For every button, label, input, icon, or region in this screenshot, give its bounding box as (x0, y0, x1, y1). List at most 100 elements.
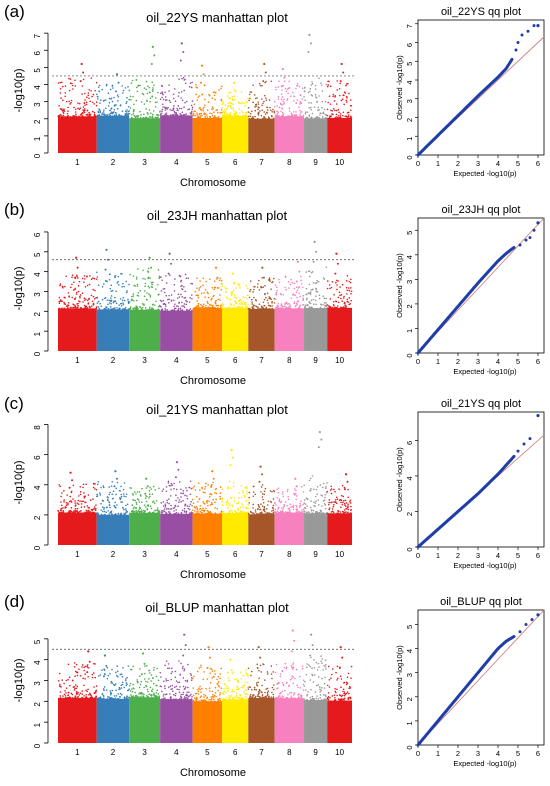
chromosome-band (248, 514, 275, 545)
snp-point (217, 111, 219, 114)
snp-point (129, 95, 132, 98)
snp-point (95, 81, 98, 84)
snp-point (252, 495, 255, 498)
snp-point (288, 80, 291, 83)
snp-point (291, 666, 293, 669)
peak-point (257, 646, 260, 649)
snp-point (231, 291, 234, 293)
peak-point (104, 268, 107, 271)
snp-point (190, 511, 193, 513)
snp-point (281, 104, 283, 106)
snp-point (127, 112, 130, 115)
snp-point (165, 282, 168, 284)
snp-point (231, 690, 234, 693)
snp-point (93, 113, 96, 116)
snp-point (217, 681, 220, 683)
snp-point (164, 506, 167, 508)
y-tick-label: 7 (405, 24, 414, 28)
qq-point (532, 228, 536, 232)
snp-point (261, 306, 264, 309)
snp-point (90, 695, 93, 697)
snp-point (229, 105, 232, 107)
snp-point (161, 511, 164, 513)
snp-point (257, 693, 259, 696)
peak-point (293, 639, 296, 642)
peak-point (342, 71, 345, 74)
snp-point (198, 700, 200, 702)
snp-point (276, 304, 279, 307)
snp-point (196, 294, 199, 297)
snp-point (195, 495, 198, 498)
snp-point (82, 301, 84, 303)
snp-point (289, 304, 291, 307)
snp-point (108, 486, 111, 488)
snp-point (347, 505, 349, 507)
chromosome-5-points (192, 646, 223, 743)
chromosome-band (327, 307, 352, 351)
x-axis-label: Chromosome (180, 569, 246, 581)
snp-point (125, 678, 127, 680)
snp-point (139, 668, 141, 670)
snp-point (142, 511, 145, 514)
snp-point (175, 509, 177, 511)
snp-point (143, 304, 145, 306)
snp-point (313, 501, 315, 504)
chromosome-8-points (273, 67, 305, 153)
snp-point (165, 679, 168, 682)
snp-point (287, 693, 289, 696)
snp-point (126, 503, 129, 506)
snp-point (327, 698, 330, 701)
snp-point (118, 696, 121, 698)
snp-point (275, 86, 277, 89)
snp-point (307, 270, 310, 273)
snp-point (84, 495, 86, 498)
snp-point (111, 85, 114, 87)
snp-point (267, 302, 270, 304)
snp-point (198, 113, 201, 116)
peak-point (115, 477, 118, 480)
snp-point (70, 490, 73, 493)
snp-point (181, 111, 184, 113)
snp-point (59, 81, 62, 84)
snp-point (253, 296, 255, 299)
snp-point (177, 505, 179, 508)
snp-point (192, 502, 195, 504)
snp-point (108, 113, 110, 116)
snp-point (195, 93, 197, 96)
snp-point (335, 279, 338, 282)
snp-point (93, 511, 95, 514)
snp-point (149, 296, 152, 298)
x-tick-label: 2 (111, 158, 116, 167)
snp-point (299, 94, 302, 97)
snp-point (192, 487, 194, 489)
snp-point (278, 278, 280, 281)
snp-point (85, 103, 88, 106)
snp-point (318, 666, 320, 668)
snp-point (277, 111, 279, 113)
snp-point (100, 486, 102, 489)
snp-point (80, 307, 82, 309)
snp-point (306, 298, 308, 301)
snp-point (147, 85, 149, 87)
snp-point (136, 285, 139, 287)
snp-point (65, 687, 68, 689)
x-tick-label: 7 (259, 550, 264, 559)
snp-point (334, 306, 336, 309)
snp-point (204, 115, 207, 118)
snp-point (203, 671, 205, 673)
snp-point (63, 303, 66, 305)
chromosome-6-points (221, 272, 249, 351)
snp-point (234, 695, 237, 698)
snp-point (226, 95, 229, 97)
y-tick-label: 6 (405, 43, 414, 47)
snp-point (298, 305, 301, 308)
snp-point (224, 286, 226, 288)
snp-point (65, 305, 68, 307)
x-tick-label: 3 (476, 551, 480, 560)
peak-point (74, 276, 77, 279)
snp-point (284, 87, 287, 90)
snp-point (96, 302, 99, 304)
snp-point (67, 106, 69, 109)
snp-point (223, 111, 226, 114)
